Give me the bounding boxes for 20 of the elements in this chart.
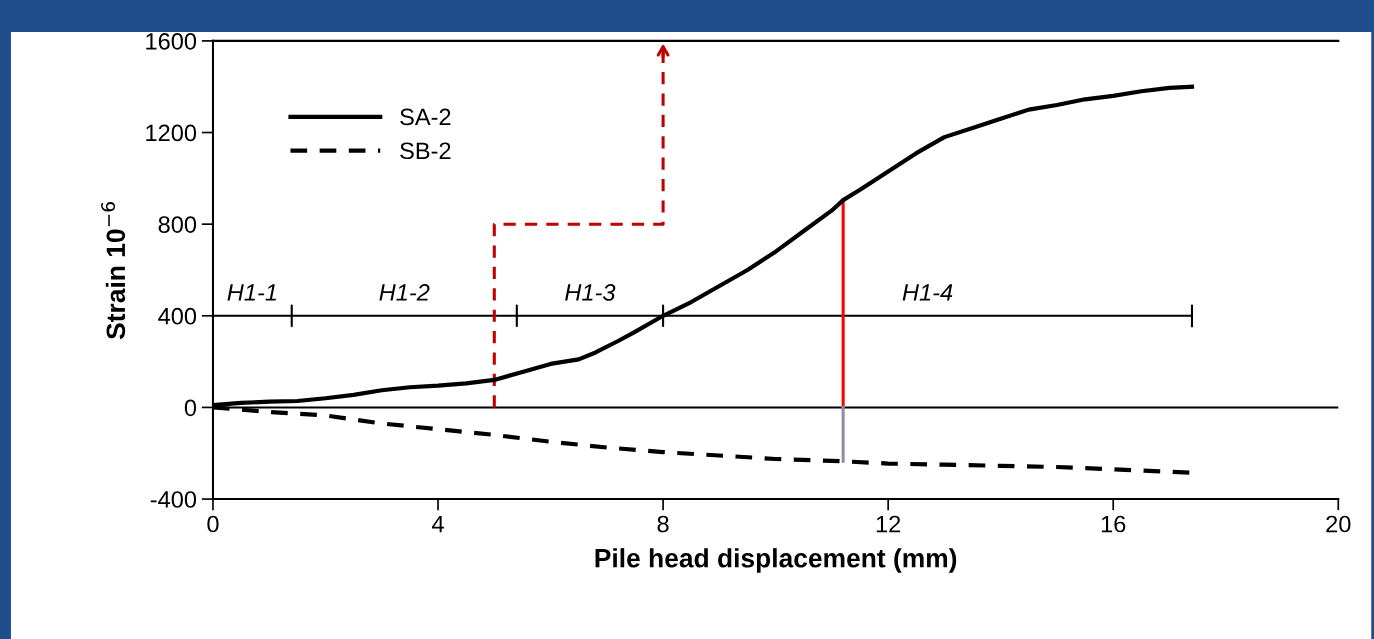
legend-label: SA-2 (400, 108, 451, 126)
annotation: H1-1 (227, 284, 276, 301)
x-tick-label: 16 (1101, 515, 1126, 533)
x-tick-label: 4 (432, 515, 444, 533)
legend-label: SB-2 (400, 142, 451, 160)
x-tick-label: 20 (1326, 515, 1351, 533)
y-tick-label: 400 (158, 307, 197, 325)
x-tick-label: 8 (657, 515, 669, 533)
y-tick-label: -400 (150, 491, 197, 508)
annotation: H1-3 (565, 284, 616, 301)
annotation: H1-2 (379, 284, 430, 301)
x-axis-title: Pile head displacement (mm) (595, 548, 957, 573)
annotation: H1-4 (902, 284, 953, 301)
x-tick-label: 12 (876, 515, 901, 533)
y-tick-label: 1200 (146, 124, 197, 142)
y-tick-label: 0 (184, 399, 197, 417)
y-axis-title: Strain 10$^{−6}$ (101, 202, 126, 340)
y-tick-label: 800 (158, 216, 197, 233)
y-tick-label: 1600 (146, 32, 197, 50)
x-tick-label: 0 (207, 515, 219, 533)
